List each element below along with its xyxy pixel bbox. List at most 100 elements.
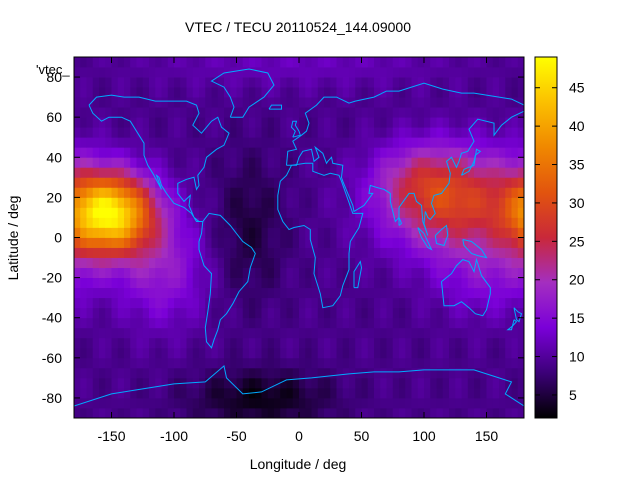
heatmap-cell: [286, 347, 294, 359]
heatmap-cell: [255, 207, 262, 218]
heatmap-cell: [261, 397, 269, 409]
heatmap-cell: [511, 277, 519, 289]
heatmap-cell: [380, 107, 387, 118]
heatmap-cell: [142, 277, 150, 289]
heatmap-cell: [449, 237, 456, 248]
heatmap-cell: [324, 307, 331, 319]
heatmap-cell: [249, 407, 256, 418]
heatmap-cell: [292, 297, 300, 309]
heatmap-cell: [486, 227, 494, 238]
heatmap-cell: [367, 87, 375, 98]
heatmap-cell: [305, 337, 312, 349]
heatmap-cell: [111, 127, 119, 138]
heatmap-cell: [205, 237, 212, 248]
heatmap-cell: [449, 57, 456, 68]
heatmap-cell: [230, 387, 237, 399]
heatmap-cell: [136, 57, 144, 68]
heatmap-cell: [342, 67, 350, 78]
heatmap-cell: [124, 97, 131, 108]
heatmap-cell: [392, 237, 400, 248]
heatmap-cell: [261, 307, 269, 319]
heatmap-cell: [261, 207, 269, 218]
heatmap-cell: [480, 117, 487, 128]
heatmap-cell: [242, 397, 250, 409]
heatmap-cell: [455, 177, 462, 188]
heatmap-cell: [417, 207, 425, 218]
heatmap-cell: [242, 317, 250, 329]
heatmap-cell: [467, 367, 475, 379]
heatmap-cell: [424, 177, 431, 188]
heatmap-cell: [111, 337, 119, 349]
heatmap-cell: [486, 237, 494, 248]
heatmap-cell: [99, 317, 106, 329]
heatmap-cell: [180, 387, 187, 399]
heatmap-cell: [349, 267, 356, 279]
heatmap-cell: [480, 327, 487, 339]
heatmap-cell: [449, 277, 456, 289]
heatmap-cell: [392, 317, 400, 329]
heatmap-cell: [324, 147, 331, 158]
heatmap-cell: [92, 197, 100, 208]
heatmap-cell: [205, 307, 212, 319]
heatmap-cell: [417, 237, 425, 248]
heatmap-cell: [449, 77, 456, 88]
heatmap-cell: [224, 197, 231, 208]
heatmap-cell: [461, 127, 469, 138]
heatmap-cell: [411, 307, 419, 319]
heatmap-cell: [511, 327, 519, 339]
heatmap-cell: [386, 227, 394, 238]
heatmap-cell: [199, 367, 206, 379]
heatmap-cell: [517, 257, 524, 268]
heatmap-cell: [192, 147, 200, 158]
heatmap-cell: [505, 107, 512, 118]
heatmap-cell: [511, 77, 519, 88]
heatmap-cell: [424, 347, 431, 359]
heatmap-cell: [211, 87, 219, 98]
heatmap-cell: [517, 177, 524, 188]
heatmap-cell: [517, 117, 524, 128]
heatmap-cell: [117, 197, 125, 208]
heatmap-cell: [417, 107, 425, 118]
heatmap-cell: [336, 277, 344, 289]
heatmap-cell: [86, 307, 94, 319]
heatmap-cell: [167, 207, 175, 218]
heatmap-cell: [117, 167, 125, 178]
heatmap-cell: [267, 137, 275, 148]
heatmap-cell: [430, 57, 437, 68]
heatmap-cell: [149, 367, 156, 379]
heatmap-cell: [499, 187, 506, 198]
heatmap-cell: [186, 157, 194, 168]
heatmap-cell: [286, 247, 294, 258]
heatmap-cell: [374, 327, 381, 339]
heatmap-cell: [286, 407, 294, 418]
heatmap-cell: [261, 127, 269, 138]
heatmap-cell: [436, 227, 444, 238]
heatmap-cell: [442, 167, 450, 178]
heatmap-cell: [99, 277, 106, 289]
heatmap-cell: [174, 317, 181, 329]
heatmap-cell: [161, 347, 169, 359]
heatmap-cell: [286, 167, 294, 178]
heatmap-cell: [236, 367, 244, 379]
heatmap-cell: [436, 287, 444, 299]
heatmap-cell: [261, 117, 269, 128]
heatmap-cell: [205, 97, 212, 108]
heatmap-cell: [280, 207, 287, 218]
heatmap-cell: [180, 217, 187, 228]
heatmap-cell: [342, 227, 350, 238]
heatmap-cell: [230, 127, 237, 138]
heatmap-cell: [105, 97, 112, 108]
heatmap-cell: [280, 177, 287, 188]
heatmap-cell: [105, 407, 112, 418]
heatmap-cell: [180, 227, 187, 238]
heatmap-cell: [399, 227, 406, 238]
heatmap-cell: [117, 237, 125, 248]
heatmap-cell: [80, 217, 87, 228]
heatmap-cell: [367, 277, 375, 289]
heatmap-cell: [192, 117, 200, 128]
heatmap-cell: [111, 167, 119, 178]
heatmap-cell: [99, 297, 106, 309]
heatmap-cell: [167, 317, 175, 329]
heatmap-cell: [280, 57, 287, 68]
heatmap-cell: [267, 87, 275, 98]
